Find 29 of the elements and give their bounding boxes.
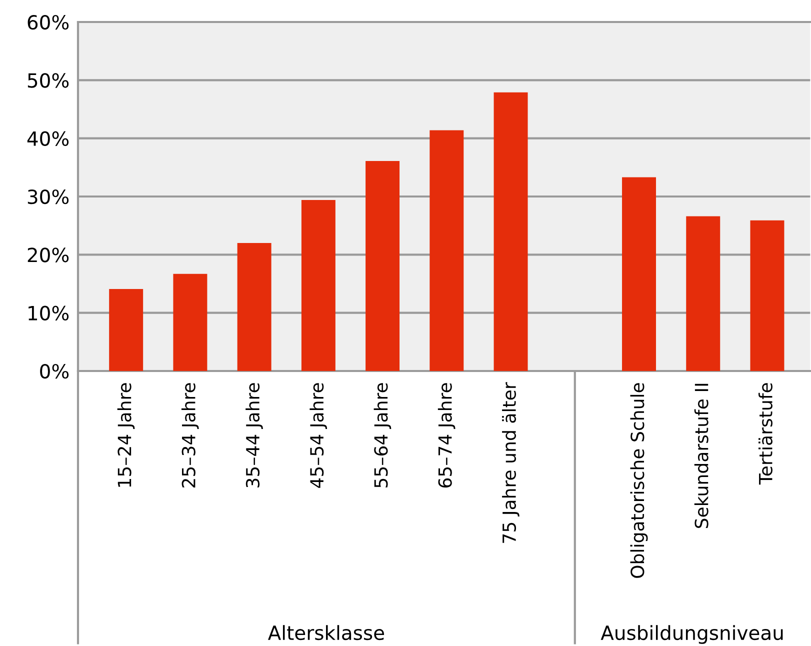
y-tick-label: 20%: [28, 248, 69, 262]
x-tick-label: 35–44 Jahre: [246, 383, 263, 488]
bar: [686, 216, 720, 371]
x-tick-label: 55–64 Jahre: [374, 383, 392, 488]
x-tick-label: Tertiärstufe: [758, 383, 772, 485]
y-tick-label: 40%: [27, 131, 69, 146]
x-tick-label: 45–54 Jahre: [310, 383, 328, 488]
x-tick-label: 15–24 Jahre: [117, 383, 135, 487]
y-tick-label: 60%: [28, 14, 69, 30]
bar: [494, 92, 528, 371]
text: Altersklasse: [268, 625, 384, 640]
bar: [366, 161, 400, 371]
bar: [622, 177, 656, 371]
bar: [301, 200, 336, 371]
y-tick-label: 50%: [28, 73, 69, 88]
x-tick-label: 25–34 Jahre: [181, 383, 199, 488]
text: Ausbildungsniveau: [600, 625, 783, 644]
x-tick-label: Obligatorische Schule: [630, 383, 648, 578]
x-tick-label: 65–74 Jahre: [438, 383, 456, 488]
bar: [109, 288, 144, 371]
bar: [237, 243, 272, 371]
y-tick-label: 0%: [40, 364, 69, 379]
bar: [430, 130, 464, 371]
y-tick-label: 10%: [28, 306, 69, 320]
bar: [173, 274, 208, 371]
bar: [750, 220, 784, 371]
x-tick-label: Sekundarstufe II: [694, 384, 708, 528]
x-tick-label: 75 Jahre und älter: [502, 382, 520, 543]
y-tick-label: 30%: [28, 189, 69, 204]
